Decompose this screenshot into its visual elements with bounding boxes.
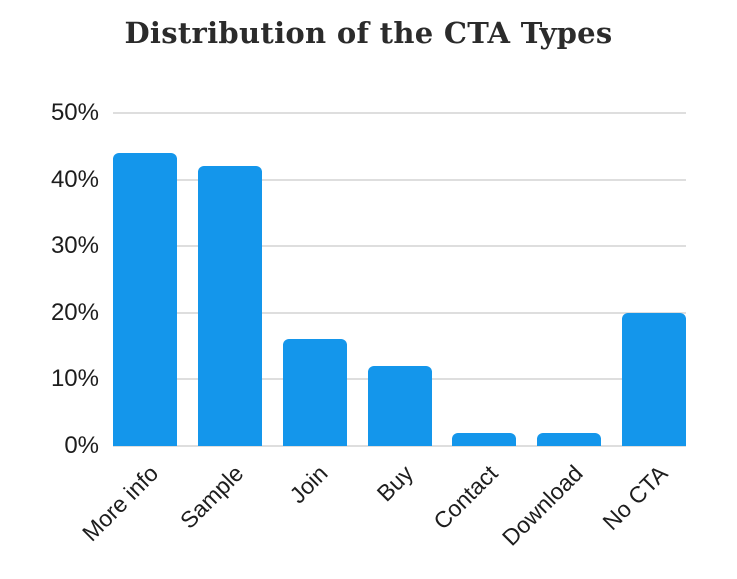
y-axis-tick-label: 40%	[50, 165, 99, 193]
bar-no-cta	[622, 312, 686, 446]
y-axis-tick-label: 50%	[50, 99, 99, 126]
bar-more-info	[113, 152, 177, 446]
x-axis-label-join: Join	[284, 460, 334, 509]
bar-contact	[452, 432, 517, 446]
y-axis-tick-label: 10%	[50, 365, 99, 393]
gridline-30	[113, 245, 686, 248]
y-axis-tick-label: 0%	[64, 432, 99, 459]
gridline-20	[113, 311, 686, 314]
x-axis-label-buy: Buy	[371, 460, 418, 507]
x-axis-label-no-cta: No CTA	[597, 460, 673, 536]
gridline-50	[113, 112, 686, 114]
bar-download	[537, 432, 602, 446]
plot-area: 0% 10% 20% 30% 40% 50% More info Sample Join Buy C…	[51, 99, 686, 551]
x-axis-label-download: Download	[496, 460, 588, 551]
y-axis-tick-label: 20%	[50, 298, 99, 326]
chart-title: Distribution of the CTA Types	[124, 16, 613, 50]
x-axis-label-sample: Sample	[174, 460, 249, 534]
gridline-0	[113, 445, 686, 447]
gridline-40	[113, 178, 686, 181]
bar-join	[282, 339, 347, 446]
x-axis-label-more-info: More info	[77, 460, 164, 547]
y-axis-tick-label: 30%	[50, 232, 99, 260]
bar-buy	[367, 366, 432, 446]
x-axis-label-contact: Contact	[428, 460, 503, 535]
bar-sample	[197, 166, 262, 446]
